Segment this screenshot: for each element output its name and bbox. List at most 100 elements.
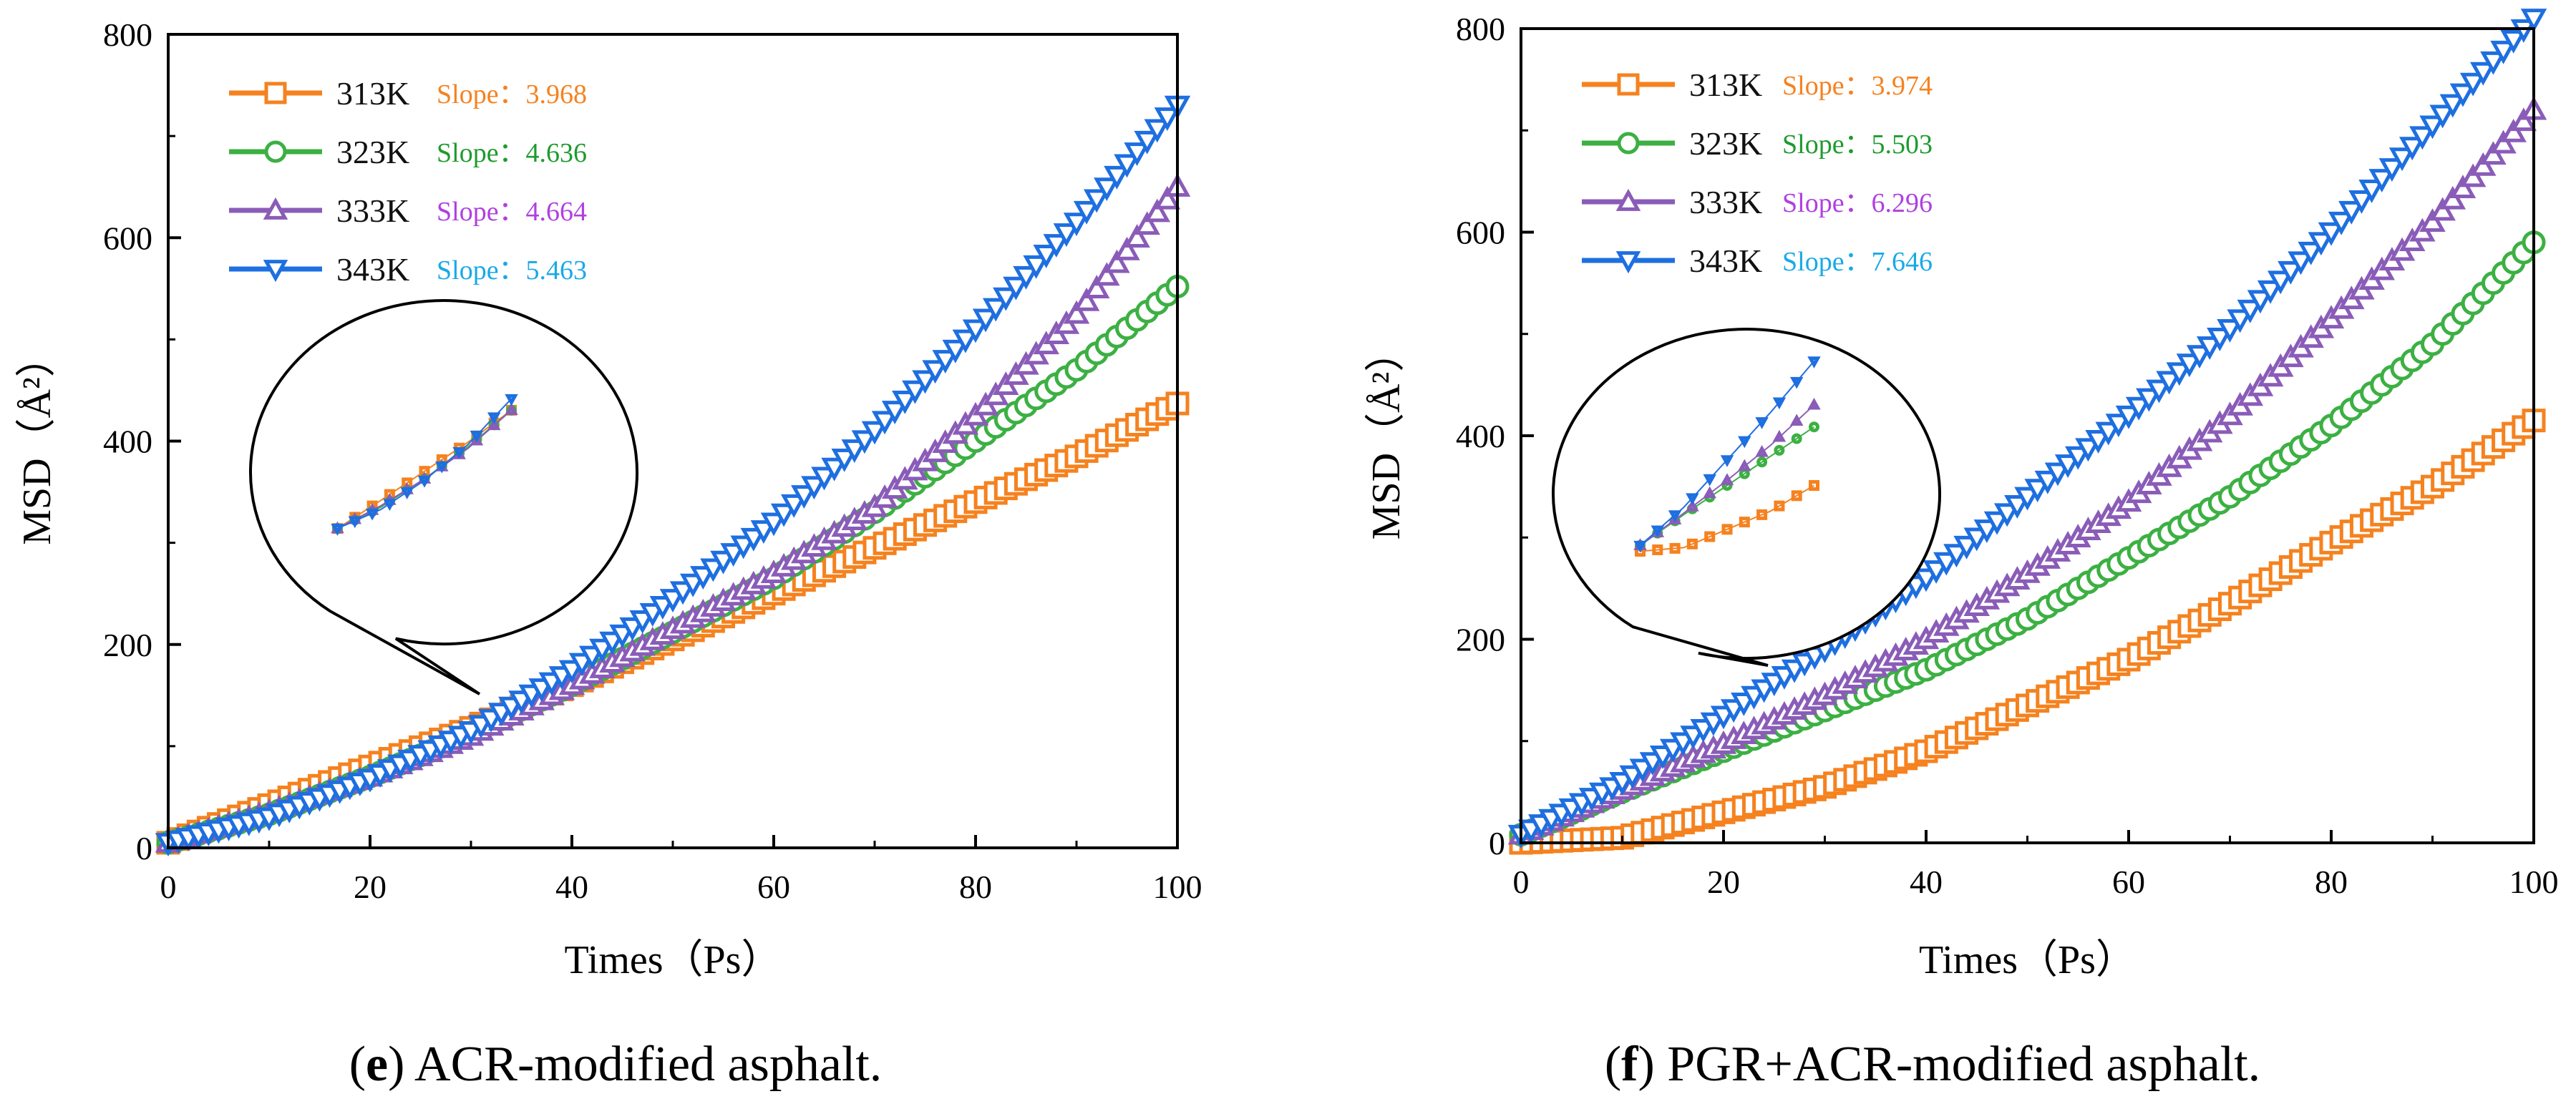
data-point: [2217, 318, 2243, 343]
data-point: [2156, 371, 2182, 395]
data-point: [871, 411, 898, 435]
legend-slope: Slope：5.503: [1782, 130, 1933, 160]
inset-line: [337, 398, 512, 529]
data-point: [2419, 208, 2446, 232]
legend-marker: [263, 260, 288, 283]
data-point: [2328, 211, 2355, 235]
data-point: [962, 319, 989, 343]
data-point: [780, 494, 807, 518]
data-point: [2247, 290, 2274, 314]
data-point: [982, 298, 1009, 322]
legend-slope: Slope：6.296: [1782, 188, 1933, 218]
data-point: [801, 476, 827, 500]
x-tick-label: 100: [1153, 869, 1202, 905]
legend-slope: Slope：4.636: [437, 138, 587, 168]
data-point: [2227, 309, 2253, 333]
data-point: [2308, 232, 2335, 256]
legend-label: 323K: [1689, 125, 1762, 162]
caption-e-letter: e: [366, 1037, 388, 1092]
data-point: [2510, 19, 2537, 43]
data-point: [2085, 429, 2111, 454]
data-point: [2500, 29, 2527, 54]
data-point: [1023, 255, 1049, 279]
x-tick-label: 0: [160, 869, 177, 905]
inset-point: [331, 524, 344, 536]
data-point: [2398, 137, 2426, 161]
data-point: [1013, 265, 1039, 290]
data-point: [2288, 251, 2314, 275]
y-tick-label: 0: [1489, 825, 1505, 861]
legend-entry-323K: 323K Slope：4.636: [229, 134, 587, 170]
x-tick-label: 60: [757, 869, 790, 905]
data-point: [2338, 200, 2365, 225]
series-343K: [155, 95, 1191, 857]
legend-label: 343K: [1689, 243, 1762, 279]
chart-panel-f: 0 20 40 60 80 100 0 200 400 600 800 Times（Ps） MSD（Å²…: [1364, 9, 2559, 982]
data-point: [1973, 519, 2001, 544]
data-point: [912, 370, 938, 394]
data-point: [1094, 177, 1120, 202]
data-point: [1063, 213, 1090, 237]
x-tick-label: 80: [2315, 864, 2348, 900]
data-point: [2470, 152, 2497, 176]
data-point: [2146, 379, 2172, 404]
caption-f: (f) PGR+ACR-modified asphalt.: [1605, 1037, 2260, 1092]
data-point: [2429, 197, 2456, 221]
y-tick-label: 400: [103, 424, 152, 460]
data-point: [2044, 462, 2071, 487]
data-point: [2520, 9, 2547, 32]
inset-line: [1640, 484, 1815, 552]
y-axis-title: MSD（Å²）: [15, 337, 59, 545]
data-point: [2207, 328, 2233, 351]
data-point: [2470, 62, 2497, 86]
legend-entry-343K: 343K Slope：5.463: [229, 251, 587, 288]
legend-label: 323K: [336, 134, 409, 170]
inset-series-343K: [1633, 356, 1821, 553]
y-tick-label: 400: [1456, 418, 1505, 454]
data-point: [2034, 470, 2061, 494]
data-point: [2439, 94, 2466, 118]
data-point: [2125, 396, 2152, 421]
data-point: [2459, 72, 2487, 97]
data-point: [2186, 345, 2213, 369]
series-333K: [1507, 96, 2547, 845]
legend-marker: [264, 82, 287, 104]
data-point: [952, 329, 979, 353]
inset-bubble: [1552, 328, 1941, 667]
data-point: [1144, 198, 1171, 223]
inset-outline: [249, 299, 638, 695]
data-point: [1083, 189, 1110, 213]
data-point: [1003, 276, 1029, 301]
data-point: [1983, 511, 2011, 535]
data-point: [2014, 487, 2041, 511]
data-point: [1124, 224, 1150, 248]
data-point: [1154, 185, 1181, 210]
x-axis-title: Times（Ps）: [1919, 938, 2136, 982]
data-point: [2075, 438, 2101, 462]
legend-marker: [1617, 73, 1640, 96]
data-point: [841, 439, 868, 464]
data-point: [1073, 287, 1100, 311]
data-point: [2429, 104, 2456, 129]
data-point: [1953, 535, 1980, 560]
data-point: [2459, 163, 2487, 187]
legend-marker: [1617, 132, 1640, 155]
inset-line: [1639, 361, 1815, 547]
legend-slope: Slope：5.463: [437, 255, 587, 285]
x-tick-label: 20: [1707, 864, 1740, 900]
data-point: [2480, 141, 2507, 165]
y-tick-label: 200: [1456, 622, 1505, 658]
data-point: [2449, 175, 2477, 199]
data-point: [1043, 234, 1070, 258]
data-point: [1943, 544, 1970, 568]
legend-marker: [1615, 188, 1641, 211]
legend-marker: [1615, 251, 1641, 274]
data-point: [2268, 270, 2294, 295]
inset-line: [1639, 404, 1815, 547]
data-point: [2500, 118, 2527, 142]
data-point: [1073, 200, 1100, 225]
x-tick-label: 40: [555, 869, 588, 905]
data-point: [1083, 275, 1110, 299]
legend-entry-333K: 333K Slope：4.664: [229, 192, 587, 229]
data-point: [1912, 568, 1940, 592]
